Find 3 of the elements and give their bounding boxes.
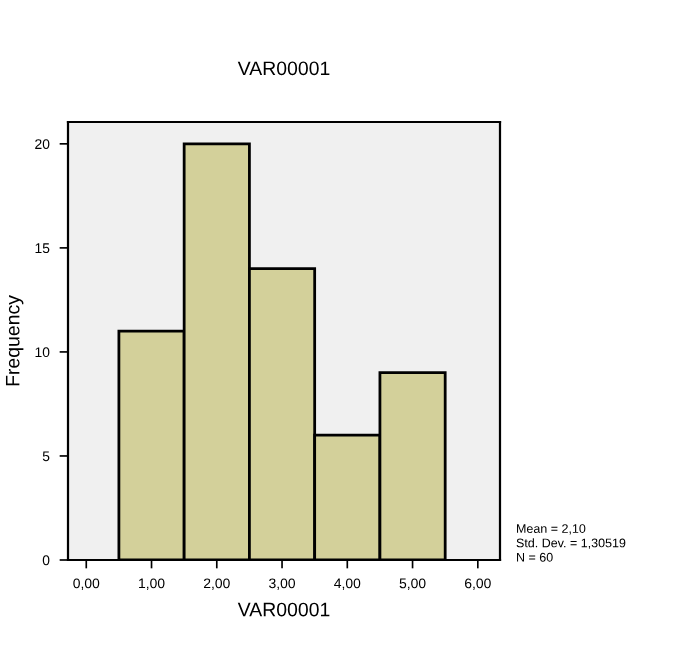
y-axis-title: Frequency xyxy=(5,295,24,386)
chart-title: VAR00001 xyxy=(237,61,330,76)
x-axis-title: VAR00001 xyxy=(237,602,330,617)
